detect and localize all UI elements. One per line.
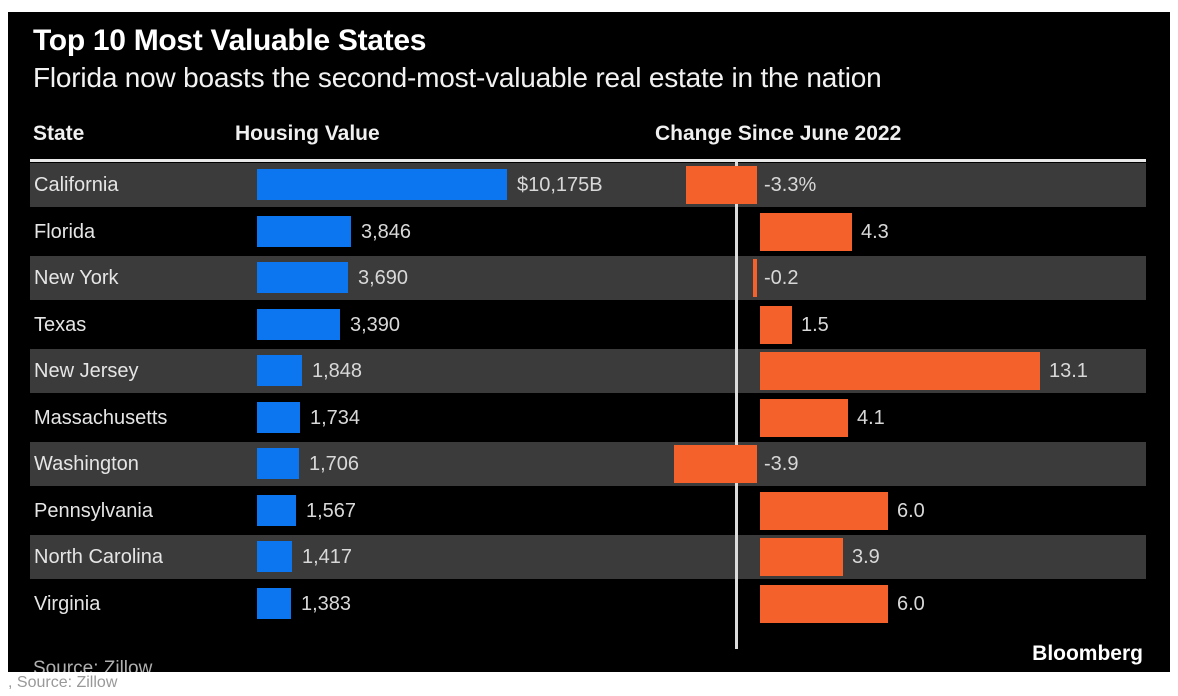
state-label: Massachusetts — [34, 406, 168, 429]
change-value-label: -3.3% — [764, 174, 817, 196]
state-label: Texas — [34, 313, 87, 336]
bloomberg-logo: Bloomberg — [1032, 642, 1143, 665]
state-label: Washington — [34, 453, 139, 475]
state-label: New York — [34, 267, 119, 289]
housing-value-bar — [257, 355, 302, 386]
change-value-label: 3.9 — [852, 546, 880, 568]
change-bar — [760, 305, 792, 344]
column-header-change: Change Since June 2022 — [655, 122, 902, 145]
change-bar — [760, 538, 843, 576]
housing-value-bar — [257, 541, 292, 572]
change-bar — [760, 212, 852, 251]
housing-value-bar — [257, 262, 348, 293]
column-header-housing-value: Housing Value — [235, 122, 380, 145]
table-row: New York 3,690 -0.2 — [30, 256, 1146, 300]
table-row: New Jersey 1,848 13.1 — [30, 349, 1146, 393]
housing-value-label: 3,390 — [350, 313, 401, 336]
change-bar — [753, 259, 757, 297]
table-row: Virginia 1,383 6.0 — [30, 582, 1146, 626]
housing-value-label: 1,848 — [312, 360, 363, 382]
source-note: Source: Zillow — [33, 658, 153, 672]
change-value-label: -0.2 — [764, 267, 799, 289]
change-value-label: 6.0 — [897, 499, 925, 522]
zero-baseline — [735, 162, 738, 649]
image-caption: , Source: Zillow — [8, 674, 118, 691]
state-label: New Jersey — [34, 360, 139, 382]
housing-value-label: 3,846 — [361, 220, 412, 243]
column-header-state: State — [33, 122, 85, 145]
housing-value-bar — [257, 448, 299, 479]
change-value-label: 13.1 — [1049, 360, 1088, 382]
housing-value-bar — [257, 215, 351, 247]
change-bar — [674, 445, 757, 483]
chart-title: Top 10 Most Valuable States — [33, 24, 427, 57]
housing-value-bar — [257, 308, 340, 340]
housing-value-bar — [257, 587, 291, 619]
header-separator-line — [30, 159, 1146, 162]
change-value-label: -3.9 — [764, 453, 799, 475]
housing-value-label: 3,690 — [358, 267, 409, 289]
state-label: Florida — [34, 220, 96, 243]
state-label: North Carolina — [34, 546, 163, 568]
change-value-label: 6.0 — [897, 592, 925, 615]
state-label: Virginia — [34, 592, 101, 615]
chart-panel: Top 10 Most Valuable States Florida now … — [8, 12, 1170, 672]
table-row: California $10,175B -3.3% — [30, 163, 1146, 207]
change-bar — [760, 584, 888, 623]
table-row: Texas 3,390 1.5 — [30, 303, 1146, 347]
change-bar — [760, 491, 888, 530]
table-row: Massachusetts 1,734 4.1 — [30, 396, 1146, 440]
table-row: Florida 3,846 4.3 — [30, 210, 1146, 254]
housing-value-label: 1,567 — [306, 499, 357, 522]
state-label: California — [34, 174, 119, 196]
housing-value-bar — [257, 494, 296, 526]
table-row: North Carolina 1,417 3.9 — [30, 535, 1146, 579]
change-value-label: 4.1 — [857, 406, 885, 429]
state-label: Pennsylvania — [34, 499, 153, 522]
change-value-label: 1.5 — [801, 313, 829, 336]
change-bar — [760, 398, 848, 437]
table-row: Washington 1,706 -3.9 — [30, 442, 1146, 486]
housing-value-label: 1,706 — [309, 453, 360, 475]
change-bar — [760, 352, 1040, 390]
housing-value-label: 1,383 — [301, 592, 352, 615]
housing-value-label: 1,734 — [310, 406, 361, 429]
change-value-label: 4.3 — [861, 220, 889, 243]
chart-subtitle: Florida now boasts the second-most-valua… — [33, 62, 882, 93]
housing-value-label: 1,417 — [302, 546, 353, 568]
change-bar — [686, 166, 757, 204]
housing-value-bar — [257, 169, 507, 200]
housing-value-bar — [257, 401, 300, 433]
housing-value-label: $10,175B — [517, 174, 603, 196]
table-row: Pennsylvania 1,567 6.0 — [30, 489, 1146, 533]
